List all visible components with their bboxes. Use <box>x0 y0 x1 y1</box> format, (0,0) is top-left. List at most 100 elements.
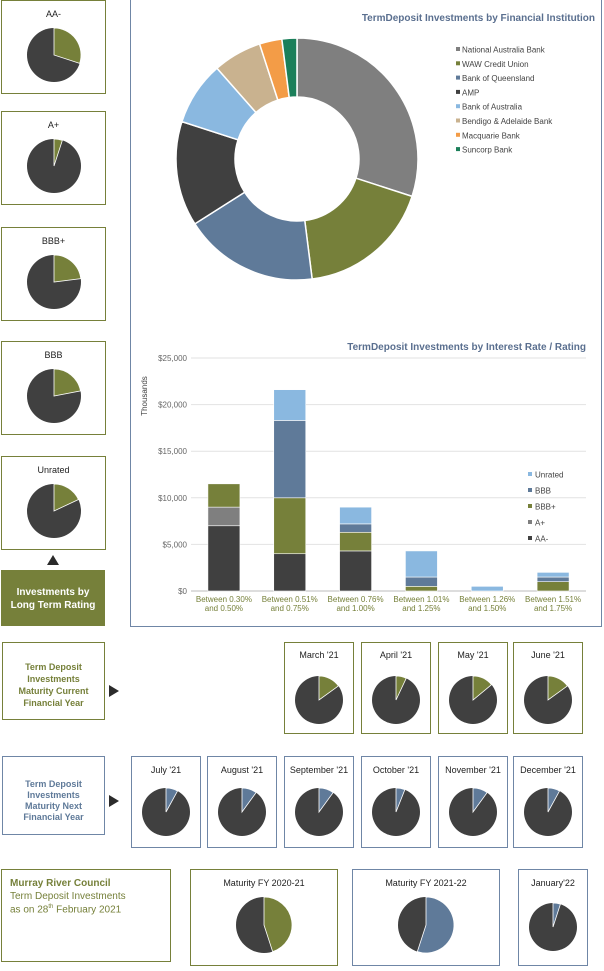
bar-xlabel-1-0: Between 0.51% <box>262 595 318 604</box>
next-month-0-tile: July '21 <box>131 756 201 848</box>
donut-legend-swatch-5 <box>456 118 460 123</box>
charts-panel-right-border <box>601 0 602 627</box>
charts-panel-border <box>130 626 602 627</box>
bar-ytick-2: $10,000 <box>158 494 187 503</box>
bar-xlabel-5-0: Between 1.51% <box>525 595 581 604</box>
next-month-2-pie <box>295 787 343 836</box>
bar-segment-0-aa <box>207 525 241 592</box>
next-month-5-title: December '21 <box>520 765 576 775</box>
bar-segment-4-unrated <box>470 586 504 592</box>
maturity-fy-2021-tile: Maturity FY 2021-22 <box>352 869 500 966</box>
current-month-3-pie <box>524 675 572 724</box>
next-month-2-pie-highlight-slice <box>318 787 334 814</box>
current-month-2-tile: May '21 <box>438 642 508 734</box>
bar-segment-0-bbb <box>207 483 241 508</box>
rating-bbb-pie-highlight-slice <box>53 368 81 397</box>
next-month-1-tile: August '21 <box>207 756 277 848</box>
bar-segment-3-bbb <box>405 586 438 592</box>
bar-legend-swatch-2 <box>528 504 532 508</box>
rating-unrated-tile: Unrated <box>1 456 106 550</box>
bar-segment-3-unrated <box>405 550 438 578</box>
rating-a-pie-highlight-slice <box>53 138 63 167</box>
bar-segment-3-bbb <box>405 576 438 587</box>
maturity-fy-2021-pie <box>398 896 455 954</box>
next-month-4-pie <box>449 787 497 836</box>
next-month-4-pie-highlight-slice <box>472 787 488 814</box>
donut-legend-label-2: Bank of Queensland <box>462 74 535 83</box>
maturity-fy-2020-pie-highlight-slice <box>263 896 293 953</box>
current-month-3-title: June '21 <box>531 650 565 660</box>
bar-xlabel-2-0: Between 0.76% <box>328 595 384 604</box>
bar-xlabel-4-1: and 1.50% <box>468 604 506 613</box>
rating-bbb-pie <box>26 254 81 309</box>
rating-a-tile: A+ <box>1 111 106 205</box>
bar-ytick-0: $0 <box>178 587 187 596</box>
current-month-1-pie <box>372 675 420 724</box>
council-line2-prefix: as on 28 <box>10 904 49 916</box>
january-22-tile: January'22 <box>518 869 588 966</box>
bar-segment-2-bbb <box>339 523 372 533</box>
bar-xlabel-1-1: and 0.75% <box>271 604 309 613</box>
next-fy-label-box: Term Deposit Investments Maturity Next F… <box>2 756 105 835</box>
donut-legend-label-0: National Australia Bank <box>462 46 546 55</box>
january-22-pie <box>529 902 577 951</box>
rating-arrow-icon <box>47 555 59 565</box>
council-line2: as on 28th February 2021 <box>10 904 121 915</box>
current-fy-arrow-icon <box>109 685 119 697</box>
next-month-1-pie <box>218 787 266 836</box>
donut-legend-label-4: Bank of Australia <box>462 103 523 112</box>
current-month-0-tile: March '21 <box>284 642 354 734</box>
bar-segment-5-unrated <box>536 572 570 578</box>
next-month-2-tile: September '21 <box>284 756 354 848</box>
donut-slice-7 <box>280 37 298 99</box>
bar-legend-label-0: Unrated <box>535 471 563 480</box>
current-month-0-pie-highlight-slice <box>318 675 339 701</box>
maturity-fy-2021-title: Maturity FY 2021-22 <box>385 878 467 888</box>
donut-slice-1 <box>303 177 414 280</box>
next-month-3-pie <box>372 787 420 836</box>
maturity-fy-2021-pie-highlight-slice <box>416 896 455 954</box>
bar-ytick-4: $20,000 <box>158 401 187 410</box>
rate-rating-bar-chart: TermDeposit Investments by Interest Rate… <box>140 342 586 613</box>
donut-title: TermDeposit Investments by Financial Ins… <box>362 13 595 24</box>
bar-xlabel-4-0: Between 1.26% <box>459 595 515 604</box>
bar-ytick-5: $25,000 <box>158 354 187 363</box>
bar-xlabel-3-1: and 1.25% <box>402 604 440 613</box>
donut-legend-swatch-1 <box>456 61 460 66</box>
january-22-title: January'22 <box>531 878 575 888</box>
council-line2-suffix: February 2021 <box>53 904 122 916</box>
next-month-4-tile: November '21 <box>438 756 508 848</box>
bar-title: TermDeposit Investments by Interest Rate… <box>347 342 586 353</box>
current-month-1-pie-highlight-slice <box>395 675 407 701</box>
next-month-3-title: October '21 <box>372 765 420 775</box>
rating-bbb-pie-highlight-slice <box>53 254 81 283</box>
rating-aa-pie-highlight-slice <box>53 27 81 64</box>
bar-xlabel-2-1: and 1.00% <box>336 604 374 613</box>
bar-ylabel: Thousands <box>140 376 149 416</box>
institution-donut-chart: TermDeposit Investments by Financial Ins… <box>175 13 595 281</box>
bar-xlabel-0-1: and 0.50% <box>205 604 243 613</box>
council-line2-sup: th <box>48 904 54 910</box>
donut-legend-label-7: Suncorp Bank <box>462 146 513 155</box>
current-month-1-title: April '21 <box>379 650 413 660</box>
rating-aa-pie <box>26 27 81 82</box>
bar-segment-1-bbb <box>273 420 307 499</box>
next-month-0-pie-highlight-slice <box>165 787 179 813</box>
bar-legend-swatch-0 <box>528 472 532 476</box>
bar-segment-0-a <box>207 506 241 527</box>
current-month-2-pie-highlight-slice <box>472 675 493 701</box>
donut-legend-swatch-7 <box>456 147 460 152</box>
donut-legend-label-6: Macquarie Bank <box>462 131 521 140</box>
bar-legend-swatch-1 <box>528 488 532 492</box>
next-fy-arrow-icon <box>109 795 119 807</box>
maturity-fy-2020-tile: Maturity FY 2020-21 <box>190 869 338 966</box>
rating-aa-title: AA- <box>45 9 61 19</box>
bar-legend-label-2: BBB+ <box>535 503 556 512</box>
bar-segment-5-bbb <box>536 581 570 592</box>
next-month-3-pie-highlight-slice <box>395 787 406 813</box>
next-month-3-tile: October '21 <box>361 756 431 848</box>
current-fy-label-box: Term Deposit Investments Maturity Curren… <box>2 642 105 720</box>
rating-a-pie <box>26 138 81 193</box>
bar-legend-label-1: BBB <box>535 487 551 496</box>
donut-slice-0 <box>296 37 419 198</box>
